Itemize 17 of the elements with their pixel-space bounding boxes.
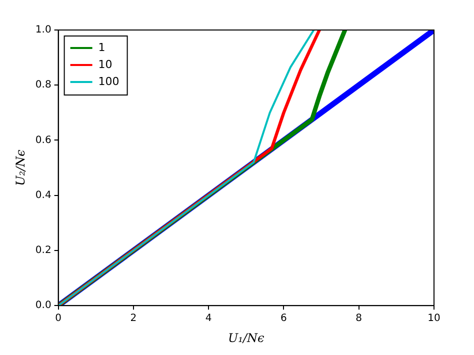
y-tick-label: 0.8 — [35, 80, 52, 91]
legend-label: 10 — [98, 58, 112, 71]
legend-label: 1 — [98, 40, 106, 54]
x-tick-label: 8 — [356, 313, 362, 324]
y-tick-label: 0.4 — [35, 190, 52, 201]
x-tick-label: 6 — [280, 313, 287, 324]
x-tick-label: 2 — [130, 313, 137, 324]
legend-label: 100 — [98, 74, 120, 88]
y-tick-label: 0.0 — [35, 300, 52, 312]
y-axis-title: U₂/Nϵ — [13, 149, 28, 186]
y-tick-label: 1.0 — [35, 24, 52, 36]
x-tick-label: 10 — [428, 313, 440, 324]
x-tick-label: 4 — [205, 313, 212, 324]
y-tick-label: 0.6 — [35, 134, 52, 146]
x-axis-title: U₁/Nϵ — [228, 330, 265, 345]
x-tick-label: 0 — [55, 313, 62, 324]
y-tick-label: 0.2 — [35, 245, 52, 256]
